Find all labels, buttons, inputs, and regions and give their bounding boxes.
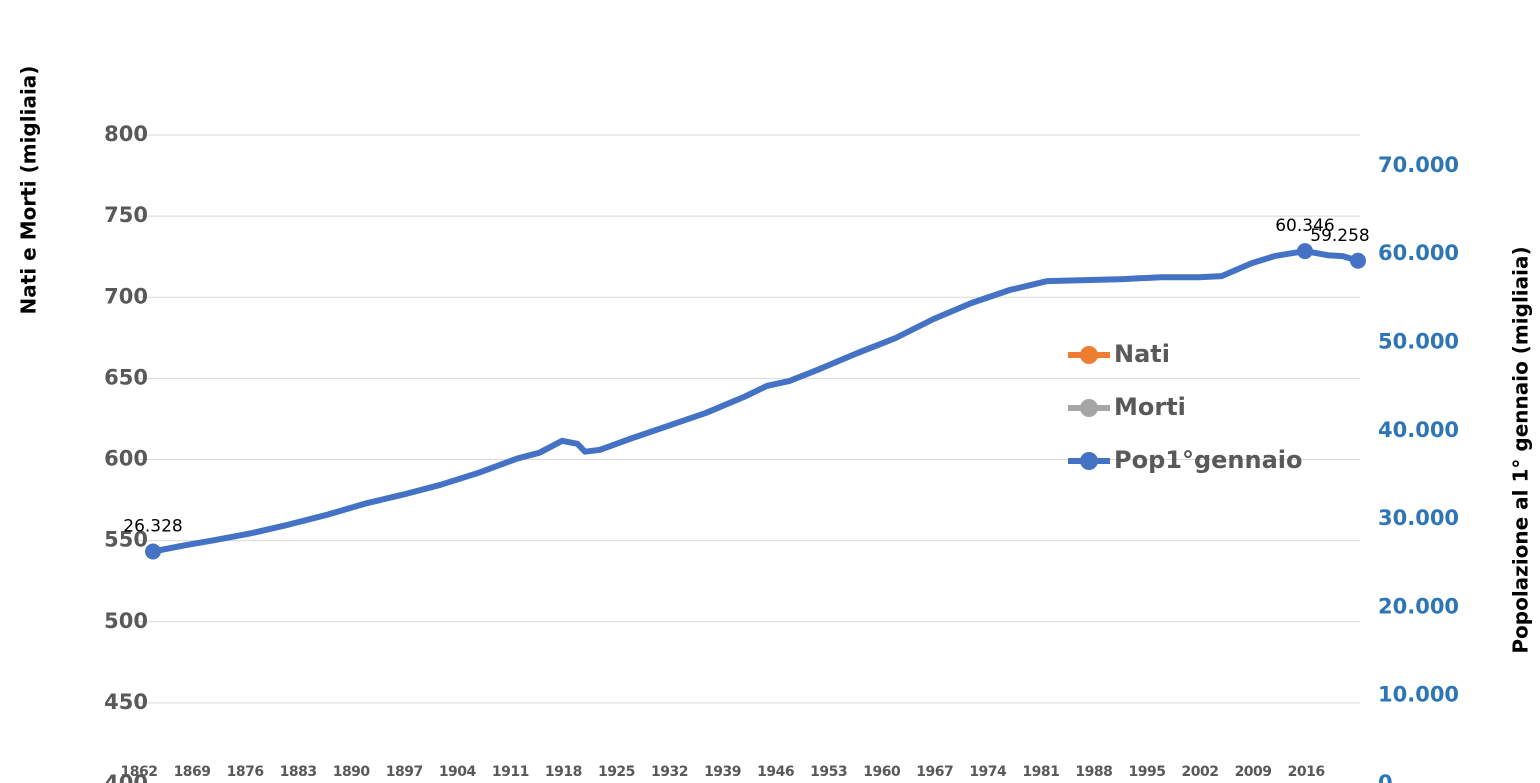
series-line [152,248,1359,555]
y-tick-label: 400 [104,771,148,783]
x-tick-label: 1988 [1075,764,1112,780]
x-tick-label: 2009 [1235,764,1272,780]
x-tick-label: 1904 [439,764,477,780]
y2-tick-label: 30.000 [1378,506,1459,530]
y-tick-label: 650 [104,365,148,389]
x-tick-label: 1883 [280,764,317,780]
y-tick-label: 550 [104,528,148,552]
x-tick-label: 1918 [545,764,582,780]
x-tick-label: 1897 [386,764,423,780]
y2-tick-label: 10.000 [1378,683,1459,707]
data-label: 59.258 [1310,226,1369,246]
data-label: 60.346 [1275,216,1334,236]
y-tick-label: 750 [104,203,148,227]
x-tick-label: 1960 [863,764,901,780]
legend-label: Nati [1114,340,1170,368]
legend-marker [1080,452,1098,470]
x-tick-label: 1981 [1022,764,1059,780]
y-tick-label: 800 [104,122,148,146]
legend-label: Morti [1114,393,1186,421]
y-tick-label: 450 [104,690,148,714]
data-point [1296,243,1313,260]
x-tick-label: 1869 [174,764,211,780]
data-label: 26.328 [123,517,182,537]
x-tick-label: 1862 [121,764,158,780]
legend-label: Pop1°gennaio [1114,446,1303,474]
y2-tick-label: 60.000 [1378,241,1459,265]
x-tick-label: 1946 [757,764,794,780]
x-tick-label: 2002 [1182,764,1219,780]
x-tick-label: 1911 [492,764,529,780]
x-tick-label: 1995 [1128,764,1165,780]
y2-tick-label: 70.000 [1378,153,1459,177]
y2-tick-label: 20.000 [1378,594,1459,618]
y-tick-label: 500 [104,609,148,633]
y2-tick-label: 40.000 [1378,418,1459,442]
data-point [1350,252,1366,269]
y-tick-label: 600 [104,447,148,471]
x-tick-label: 1953 [810,764,847,780]
data-point [145,543,161,560]
y2-tick-label: 0 [1378,771,1393,783]
x-tick-label: 1974 [969,764,1007,780]
y-tick-label: 700 [104,284,148,308]
x-tick-label: 1939 [704,764,741,780]
x-tick-label: 1967 [916,764,953,780]
legend-marker [1080,346,1098,364]
x-tick-label: 1932 [651,764,688,780]
x-tick-label: 2016 [1288,764,1325,780]
x-tick-label: 1890 [333,764,371,780]
x-tick-label: 1925 [598,764,635,780]
y2-tick-label: 50.000 [1378,330,1459,354]
x-tick-label: 1876 [227,764,264,780]
y-axis-label: Nati e Morti (migliaia) [17,66,41,315]
legend-marker [1080,399,1098,417]
y2-axis-label: Popolazione al 1° gennaio (migliaia) [1509,246,1533,653]
